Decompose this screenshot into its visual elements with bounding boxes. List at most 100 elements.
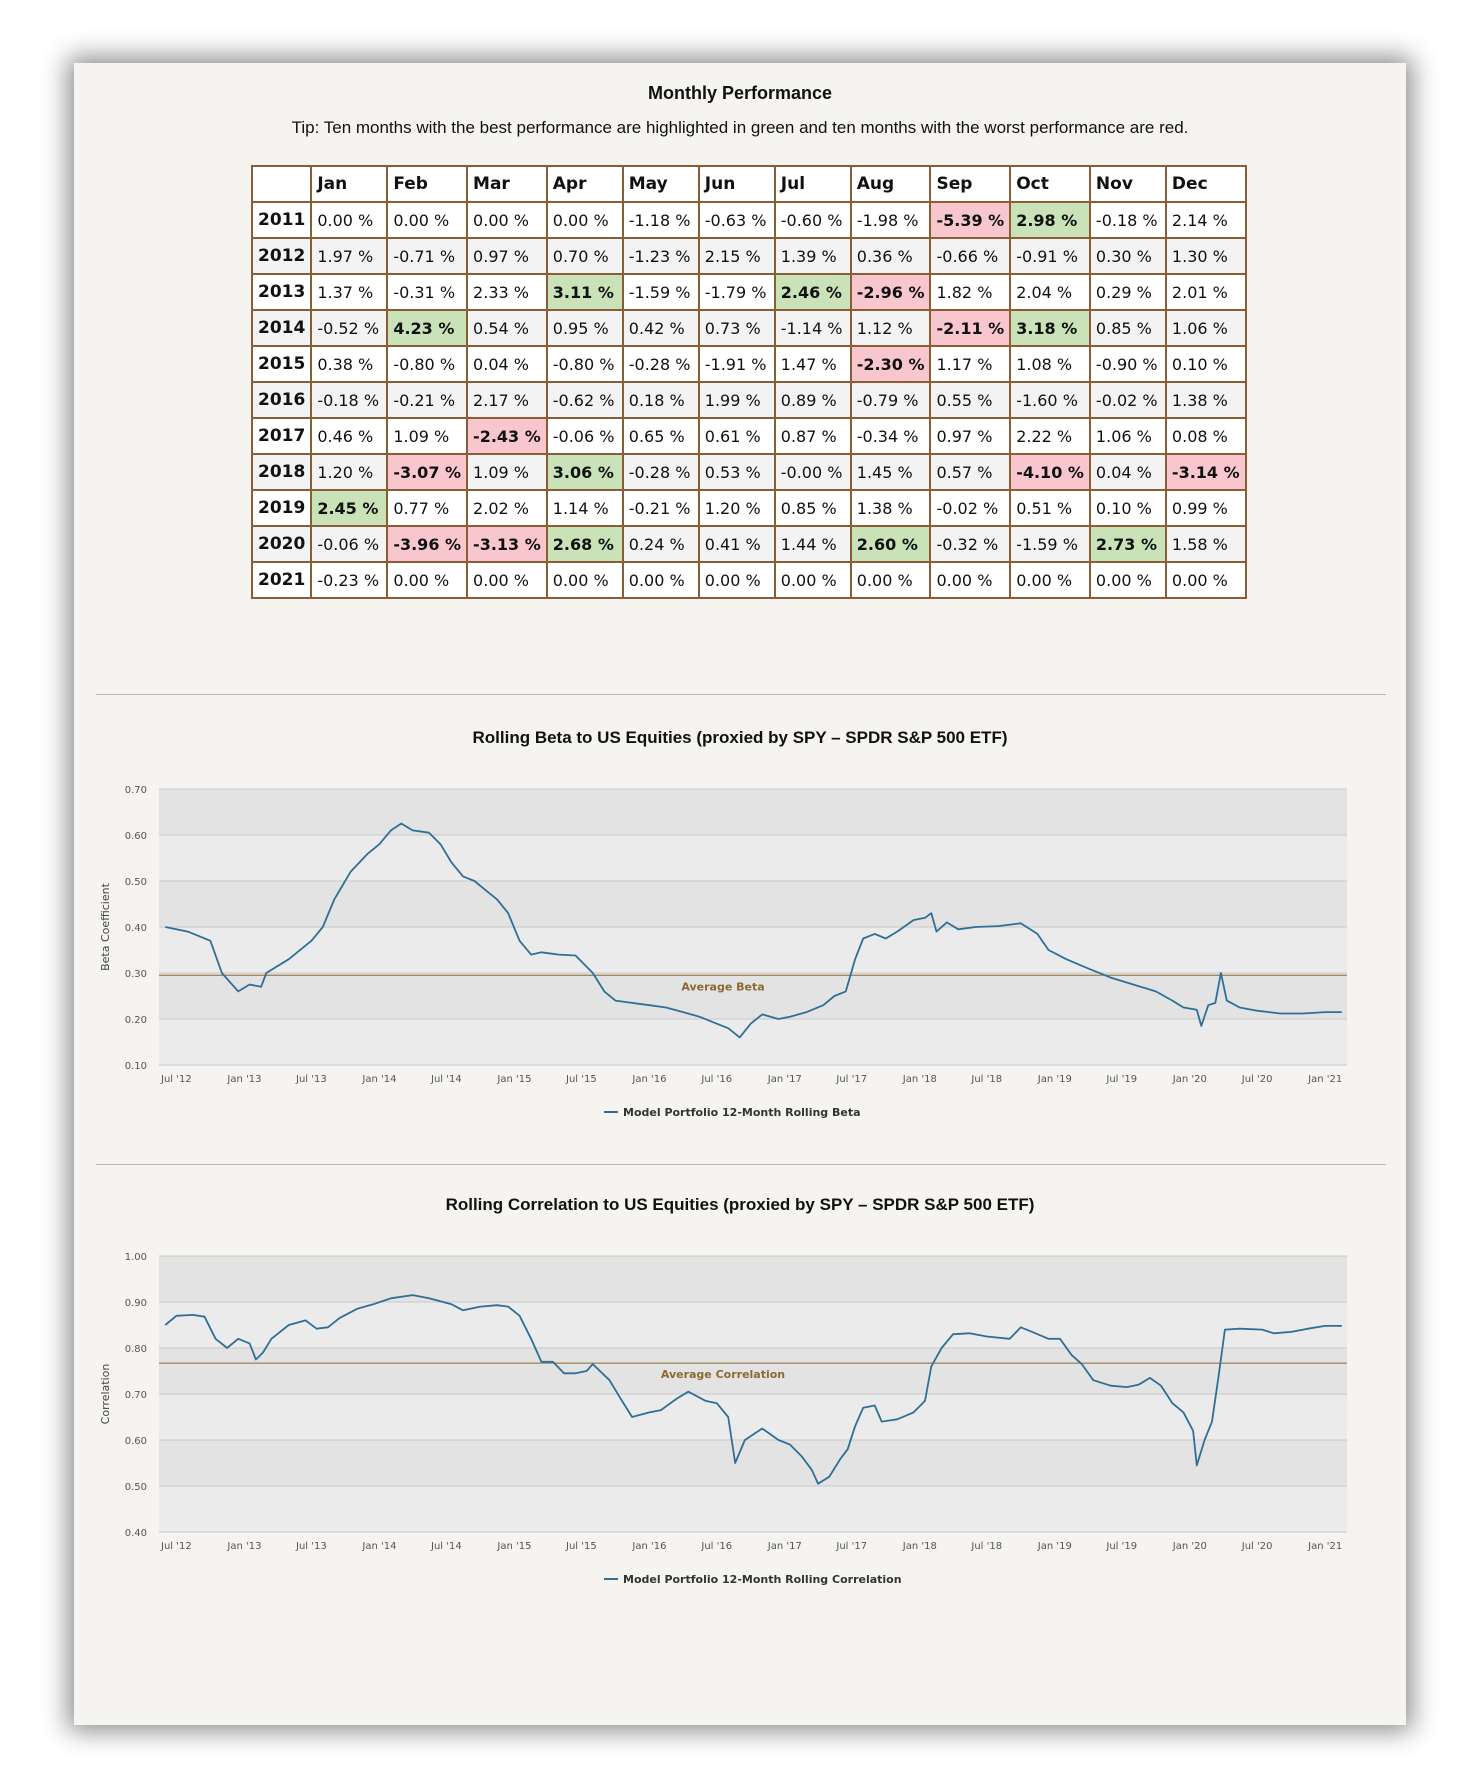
column-header-apr: Apr bbox=[545, 165, 624, 203]
series-line bbox=[164, 1294, 1342, 1485]
return-cell: -2.96 % bbox=[849, 273, 932, 311]
return-cell: 1.09 % bbox=[386, 417, 469, 455]
return-cell: 0.00 % bbox=[1088, 561, 1167, 599]
return-cell: 0.00 % bbox=[466, 561, 548, 599]
return-cell: -1.23 % bbox=[621, 237, 700, 275]
row-year: 2011 bbox=[250, 201, 313, 239]
return-cell: -0.63 % bbox=[697, 201, 776, 239]
return-cell: -0.00 % bbox=[773, 453, 852, 491]
x-tick-label: Jan '21 bbox=[1307, 1074, 1342, 1085]
x-tick-label: Jan '21 bbox=[1307, 1541, 1342, 1552]
return-cell: -0.21 % bbox=[621, 489, 700, 527]
return-cell: 1.39 % bbox=[773, 237, 852, 275]
column-header-jun: Jun bbox=[697, 165, 776, 203]
legend-label[interactable]: Model Portfolio 12-Month Rolling Beta bbox=[623, 1106, 861, 1119]
return-cell: 1.38 % bbox=[849, 489, 932, 527]
return-cell: 0.00 % bbox=[929, 561, 1012, 599]
return-cell: 0.38 % bbox=[310, 345, 389, 383]
return-cell: 0.00 % bbox=[697, 561, 776, 599]
row-year: 2020 bbox=[250, 525, 313, 563]
x-tick-label: Jan '14 bbox=[361, 1074, 396, 1085]
x-tick-label: Jan '17 bbox=[767, 1074, 802, 1085]
return-cell: 0.85 % bbox=[773, 489, 852, 527]
table-row: 2017 0.46 % 1.09 % -2.43 % -0.06 % 0.65 % 0.61… bbox=[250, 417, 1247, 455]
return-cell: -1.18 % bbox=[621, 201, 700, 239]
return-cell: 0.99 % bbox=[1164, 489, 1247, 527]
return-cell: 0.18 % bbox=[621, 381, 700, 419]
table-row: 2012 1.97 % -0.71 % 0.97 % 0.70 % -1.23 % 2.15… bbox=[250, 237, 1247, 275]
plot-band bbox=[159, 1302, 1347, 1348]
return-cell: 1.99 % bbox=[697, 381, 776, 419]
table-header-row: Jan Feb Mar Apr May Jun Jul Aug Sep Oct Nov Dec bbox=[250, 165, 1247, 203]
column-header-may: May bbox=[621, 165, 700, 203]
return-cell: -3.14 % bbox=[1164, 453, 1247, 491]
return-cell: 3.18 % bbox=[1009, 309, 1091, 347]
return-cell: 0.95 % bbox=[545, 309, 624, 347]
return-cell: -1.98 % bbox=[849, 201, 932, 239]
column-header-sep: Sep bbox=[929, 165, 1012, 203]
return-cell: -0.71 % bbox=[386, 237, 469, 275]
y-tick-label: 0.20 bbox=[125, 1015, 147, 1026]
x-tick-label: Jan '14 bbox=[361, 1541, 396, 1552]
return-cell: 0.54 % bbox=[466, 309, 548, 347]
x-tick-label: Jul '14 bbox=[430, 1541, 462, 1552]
return-cell: -0.31 % bbox=[386, 273, 469, 311]
return-cell: 2.33 % bbox=[466, 273, 548, 311]
return-cell: 0.08 % bbox=[1164, 417, 1247, 455]
x-tick-label: Jul '16 bbox=[700, 1074, 732, 1085]
return-cell: 1.30 % bbox=[1164, 237, 1247, 275]
x-tick-label: Jan '19 bbox=[1037, 1074, 1072, 1085]
return-cell: 0.85 % bbox=[1088, 309, 1167, 347]
y-tick-label: 0.90 bbox=[125, 1298, 147, 1309]
y-tick-label: 0.60 bbox=[125, 831, 147, 842]
return-cell: -1.59 % bbox=[1009, 525, 1091, 563]
plot-band bbox=[159, 789, 1347, 835]
x-tick-label: Jan '16 bbox=[631, 1541, 666, 1552]
return-cell: 4.23 % bbox=[386, 309, 469, 347]
rolling-beta-chart: Rolling Beta to US Equities (proxied by … bbox=[99, 728, 1347, 1119]
y-tick-label: 0.30 bbox=[125, 969, 147, 980]
x-tick-label: Jul '19 bbox=[1105, 1074, 1137, 1085]
plot-band bbox=[159, 973, 1347, 1019]
x-tick-label: Jul '20 bbox=[1241, 1541, 1273, 1552]
rolling-correlation-chart: Rolling Correlation to US Equities (prox… bbox=[99, 1195, 1347, 1586]
return-cell: 0.46 % bbox=[310, 417, 389, 455]
return-cell: 2.68 % bbox=[545, 525, 624, 563]
plot-band bbox=[159, 881, 1347, 927]
return-cell: 0.00 % bbox=[545, 201, 624, 239]
legend-label[interactable]: Model Portfolio 12-Month Rolling Correla… bbox=[623, 1573, 902, 1586]
return-cell: -4.10 % bbox=[1009, 453, 1091, 491]
return-cell: 1.17 % bbox=[929, 345, 1012, 383]
x-tick-label: Jan '20 bbox=[1172, 1541, 1207, 1552]
table-row: 2018 1.20 % -3.07 % 1.09 % 3.06 % -0.28 % 0.53… bbox=[250, 453, 1247, 491]
series-line bbox=[165, 822, 1342, 1039]
return-cell: 0.53 % bbox=[697, 453, 776, 491]
return-cell: 1.58 % bbox=[1164, 525, 1247, 563]
return-cell: -0.06 % bbox=[310, 525, 389, 563]
x-tick-label: Jan '13 bbox=[226, 1541, 261, 1552]
return-cell: -0.80 % bbox=[386, 345, 469, 383]
return-cell: -0.60 % bbox=[773, 201, 852, 239]
return-cell: 1.12 % bbox=[849, 309, 932, 347]
return-cell: 2.98 % bbox=[1009, 201, 1091, 239]
x-tick-label: Jan '20 bbox=[1172, 1074, 1207, 1085]
return-cell: 0.00 % bbox=[386, 561, 469, 599]
return-cell: -0.32 % bbox=[929, 525, 1012, 563]
plot-band bbox=[159, 1256, 1347, 1302]
return-cell: -0.02 % bbox=[929, 489, 1012, 527]
row-year: 2021 bbox=[250, 561, 313, 599]
table-row: 2016 -0.18 % -0.21 % 2.17 % -0.62 % 0.18 % 1.9… bbox=[250, 381, 1247, 419]
x-tick-label: Jan '15 bbox=[496, 1541, 531, 1552]
return-cell: -0.80 % bbox=[545, 345, 624, 383]
table-row: 2013 1.37 % -0.31 % 2.33 % 3.11 % -1.59 % -1.7… bbox=[250, 273, 1247, 311]
return-cell: 0.97 % bbox=[466, 237, 548, 275]
return-cell: 2.46 % bbox=[773, 273, 852, 311]
row-year: 2013 bbox=[250, 273, 313, 311]
x-tick-label: Jan '13 bbox=[226, 1074, 261, 1085]
return-cell: -0.23 % bbox=[310, 561, 389, 599]
x-tick-label: Jul '12 bbox=[160, 1541, 192, 1552]
row-year: 2016 bbox=[250, 381, 313, 419]
y-tick-label: 1.00 bbox=[125, 1252, 147, 1263]
row-year: 2015 bbox=[250, 345, 313, 383]
return-cell: 1.09 % bbox=[466, 453, 548, 491]
